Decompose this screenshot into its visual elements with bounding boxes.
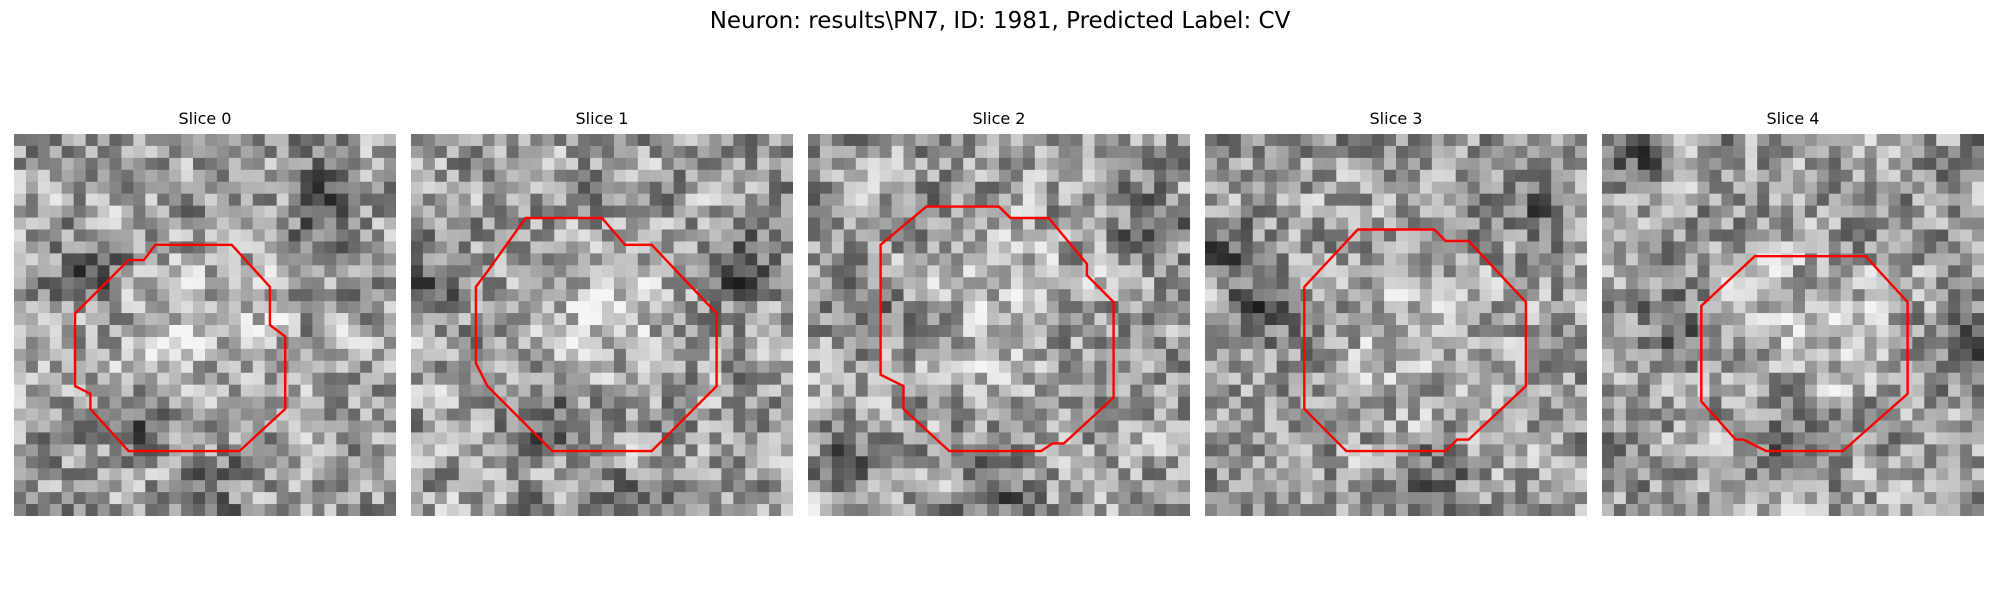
slice-image [1205, 134, 1587, 516]
slice-image [808, 134, 1190, 516]
slice-title: Slice 2 [972, 109, 1026, 128]
slice-title: Slice 4 [1766, 109, 1820, 128]
segmentation-contour [474, 216, 718, 453]
segmentation-contour [879, 205, 1115, 453]
figure-title: Neuron: results\PN7, ID: 1981, Predicted… [709, 8, 1291, 34]
slice-panel-1: Slice 1 [411, 108, 793, 516]
slice-image [411, 134, 793, 516]
slice-panel-0: Slice 0 [14, 108, 396, 516]
segmentation-contour [73, 243, 287, 453]
slice-image [14, 134, 396, 516]
slice-title: Slice 0 [178, 109, 232, 128]
grayscale-pixels [14, 134, 396, 516]
grayscale-pixels [1602, 134, 1984, 516]
slice-title: Slice 3 [1369, 109, 1423, 128]
grayscale-pixels [808, 134, 1190, 516]
segmentation-contour [1700, 254, 1909, 453]
grayscale-pixels [411, 134, 793, 516]
slice-image [1602, 134, 1984, 516]
slice-panel-3: Slice 3 [1205, 108, 1587, 516]
segmentation-contour [1303, 228, 1528, 453]
grayscale-pixels [1205, 134, 1587, 516]
slice-panel-4: Slice 4 [1602, 108, 1984, 516]
slice-title: Slice 1 [575, 109, 629, 128]
slice-panel-2: Slice 2 [808, 108, 1190, 516]
